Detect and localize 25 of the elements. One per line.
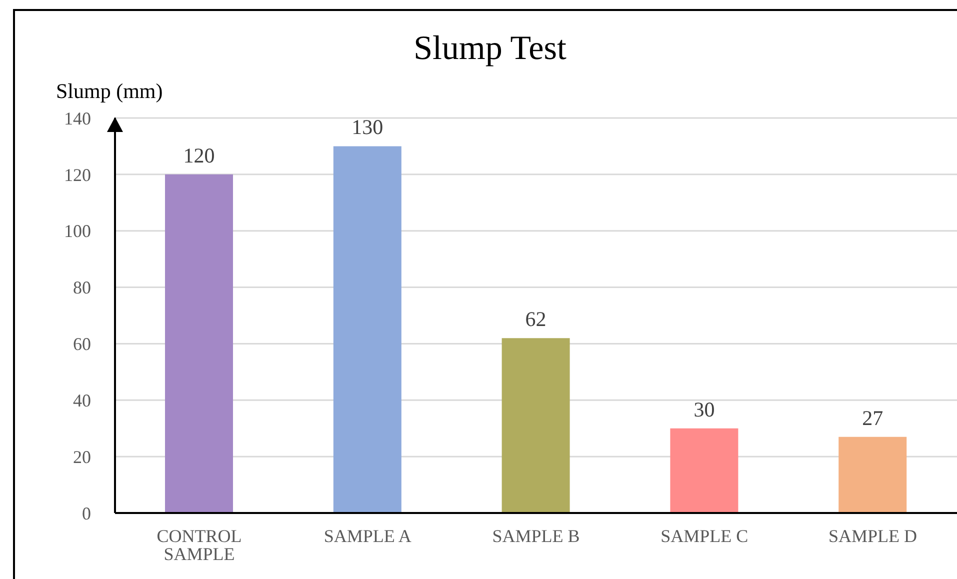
y-axis-title: Slump (mm) <box>56 79 163 104</box>
x-tick-label: CONTROL SAMPLE <box>156 526 242 564</box>
data-label: 62 <box>525 307 546 332</box>
data-label: 120 <box>183 143 215 168</box>
x-tick-label: SAMPLE C <box>660 526 748 546</box>
bar <box>502 338 570 513</box>
chart-title: Slump Test <box>412 30 568 68</box>
x-tick-label: SAMPLE B <box>492 526 580 546</box>
y-tick-label: 60 <box>73 334 91 354</box>
y-tick-label: 140 <box>64 108 91 128</box>
bar <box>838 436 907 513</box>
y-tick-label: 120 <box>64 164 91 185</box>
y-tick-label: 20 <box>73 446 91 467</box>
y-tick-label: 100 <box>64 221 91 242</box>
x-tick-label: SAMPLE D <box>828 526 918 546</box>
y-tick-label: 40 <box>73 390 91 411</box>
data-label: 27 <box>862 406 884 430</box>
x-tick-label: SAMPLE A <box>324 526 412 546</box>
data-label: 130 <box>352 115 384 140</box>
y-tick-label: 80 <box>73 278 91 298</box>
bar <box>670 428 738 513</box>
data-label: 30 <box>694 397 715 422</box>
bar <box>165 174 233 513</box>
y-tick-label: 0 <box>82 503 91 524</box>
bar <box>333 146 402 513</box>
